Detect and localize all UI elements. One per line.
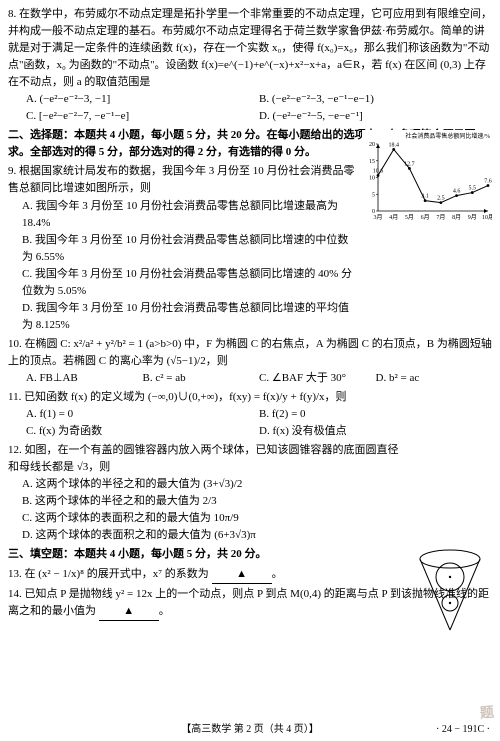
svg-text:6月: 6月	[421, 214, 430, 221]
q10-text: 10. 在椭圆 C: x²/a² + y²/b² = 1 (a>b>0) 中，F…	[8, 336, 492, 370]
q11-opt-d: D. f(x) 没有极值点	[259, 423, 492, 440]
svg-text:5月: 5月	[405, 214, 414, 221]
cone-svg	[410, 545, 490, 635]
q8-text: 8. 在数学中，布劳威尔不动点定理是拓扑学里一个非常重要的不动点定理，它可应用到…	[8, 6, 492, 91]
svg-text:18.4: 18.4	[388, 142, 399, 148]
svg-text:10.6: 10.6	[373, 168, 384, 174]
q11-opt-a: A. f(1) = 0	[26, 406, 259, 423]
q11-opt-b: B. f(2) = 0	[259, 406, 492, 423]
svg-text:12.7: 12.7	[404, 161, 415, 167]
svg-text:社会消费品零售总额同比增速/%: 社会消费品零售总额同比增速/%	[405, 132, 490, 140]
svg-text:5.5: 5.5	[469, 186, 477, 192]
svg-text:3月: 3月	[373, 214, 382, 221]
question-12: 12. 如图，在一个有盖的圆锥容器内放入两个球体，已知该圆锥容器的底面圆直径和母…	[8, 442, 492, 544]
q13-blank: ▲	[212, 566, 272, 584]
q11-options: A. f(1) = 0 B. f(2) = 0 C. f(x) 为奇函数 D. …	[8, 406, 492, 440]
question-11: 11. 已知函数 f(x) 的定义域为 (−∞,0)∪(0,+∞)，f(xy) …	[8, 389, 492, 440]
q9-opt-a: A. 我国今年 3 月份至 10 月份社会消费品零售总额同比增速最高为 18.4…	[8, 198, 357, 232]
svg-text:10: 10	[369, 176, 375, 182]
cone-figure	[410, 545, 490, 635]
q12-text: 12. 如图，在一个有盖的圆锥容器内放入两个球体，已知该圆锥容器的底面圆直径和母…	[8, 442, 407, 476]
svg-text:15: 15	[369, 159, 375, 165]
svg-text:4月: 4月	[389, 214, 398, 221]
svg-text:9月: 9月	[468, 214, 477, 221]
svg-text:2.5: 2.5	[437, 196, 445, 202]
q10-opt-c: C. ∠BAF 大于 30°	[259, 370, 376, 387]
q12-opt-d: D. 这两个球体的表面积之和的最大值为 (6+3√3)π	[8, 527, 407, 544]
question-8: 8. 在数学中，布劳威尔不动点定理是拓扑学里一个非常重要的不动点定理，它可应用到…	[8, 6, 492, 125]
svg-text:8月: 8月	[452, 214, 461, 221]
svg-text:20: 20	[369, 142, 375, 148]
q12-opt-c: C. 这两个球体的表面积之和的最大值为 10π/9	[8, 510, 407, 527]
growth-chart: 社会消费品零售总额同比增速/%0510152010.63月18.44月12.75…	[362, 130, 492, 225]
q12-opt-b: B. 这两个球体的半径之和的最大值为 2/3	[8, 493, 407, 510]
q8-options: A. (−e²−e⁻²−3, −1] B. (−e²−e⁻²−3, −e⁻¹−e…	[8, 91, 492, 125]
svg-text:7月: 7月	[436, 214, 445, 221]
chart-svg: 社会消费品零售总额同比增速/%0510152010.63月18.44月12.75…	[362, 130, 492, 225]
q8-opt-c: C. [−e²−e⁻²−7, −e⁻¹−e]	[26, 108, 259, 125]
q10-opt-b: B. c² = ab	[143, 370, 260, 387]
svg-text:3.1: 3.1	[421, 194, 429, 200]
svg-text:7.6: 7.6	[484, 179, 492, 185]
q13-text: 13. 在 (x² − 1/x)⁸ 的展开式中，x⁷ 的系数为	[8, 568, 209, 580]
question-10: 10. 在椭圆 C: x²/a² + y²/b² = 1 (a>b>0) 中，F…	[8, 336, 492, 387]
q9-text: 9. 根据国家统计局发布的数据，我国今年 3 月份至 10 月份社会消费品零售总…	[8, 163, 357, 197]
q8-opt-a: A. (−e²−e⁻²−3, −1]	[26, 91, 259, 108]
q14-blank: ▲	[99, 603, 159, 621]
q8-opt-b: B. (−e²−e⁻²−3, −e⁻¹−e−1)	[259, 91, 492, 108]
svg-text:4.6: 4.6	[453, 189, 461, 195]
q10-opt-a: A. FB⊥AB	[26, 370, 143, 387]
page-footer: 【高三数学 第 2 页（共 4 页）】	[0, 722, 500, 738]
q12-opt-a: A. 这两个球体的半径之和的最大值为 (3+√3)/2	[8, 476, 407, 493]
q9-opt-d: D. 我国今年 3 月份至 10 月份社会消费品零售总额同比增速的平均值为 8.…	[8, 300, 357, 334]
q9-opt-b: B. 我国今年 3 月份至 10 月份社会消费品零售总额同比增速的中位数为 6.…	[8, 232, 357, 266]
watermark: 题	[479, 703, 497, 726]
q9-opt-c: C. 我国今年 3 月份至 10 月份社会消费品零售总额同比增速的 40% 分位…	[8, 266, 357, 300]
svg-text:5: 5	[372, 192, 375, 198]
svg-text:月份: 月份	[490, 213, 492, 221]
q11-opt-c: C. f(x) 为奇函数	[26, 423, 259, 440]
q10-options: A. FB⊥AB B. c² = ab C. ∠BAF 大于 30° D. b²…	[8, 370, 492, 387]
q8-opt-d: D. (−e²−e⁻²−5, −e−e⁻¹]	[259, 108, 492, 125]
q10-opt-d: D. b² = ac	[376, 370, 493, 387]
q11-text: 11. 已知函数 f(x) 的定义域为 (−∞,0)∪(0,+∞)，f(xy) …	[8, 389, 492, 406]
